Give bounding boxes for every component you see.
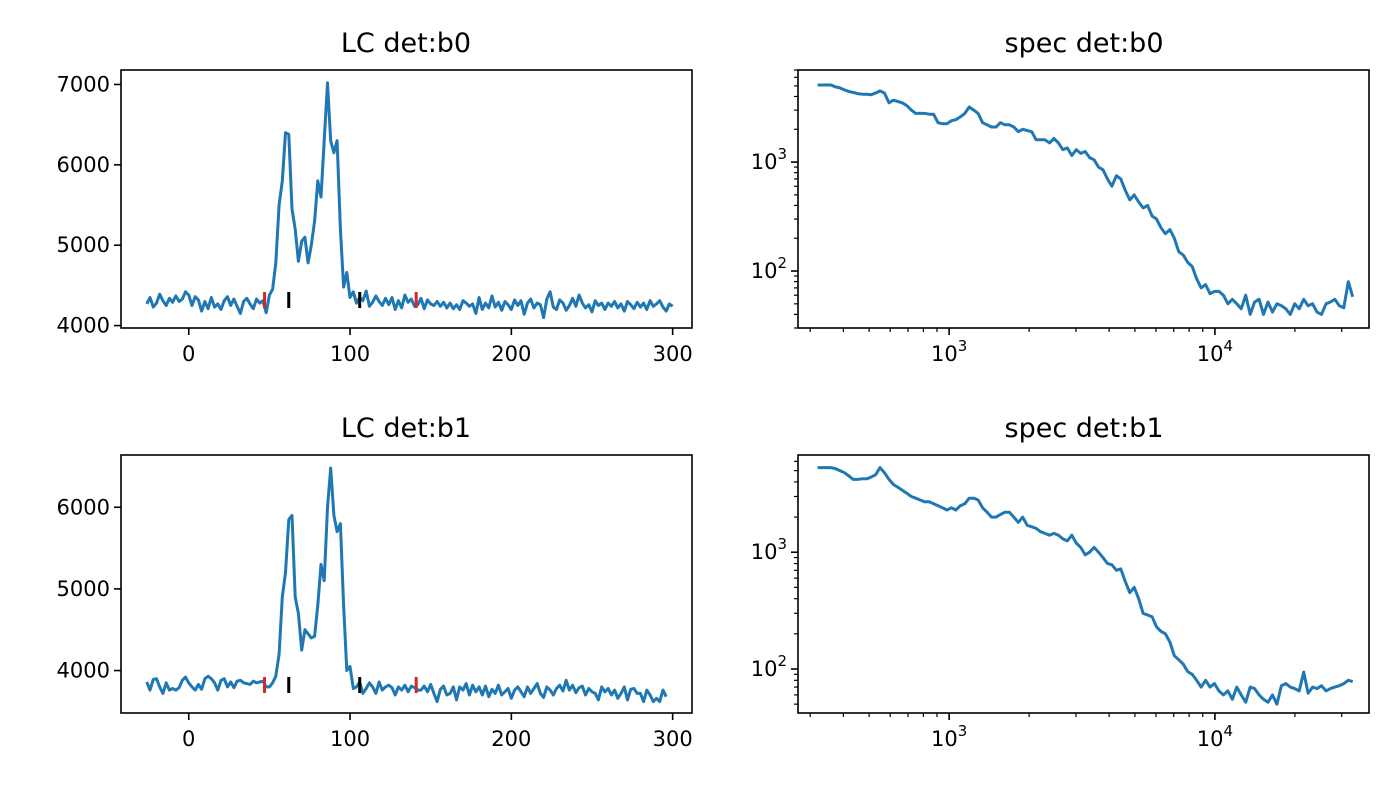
y-tick-label: 6000 — [57, 153, 110, 177]
y-tick-label: 102 — [751, 254, 787, 283]
x-tick-label: 103 — [931, 337, 967, 366]
y-tick-label: 103 — [751, 535, 787, 564]
x-tick-label: 103 — [931, 722, 967, 751]
y-tick-label: 6000 — [57, 495, 110, 519]
series-line — [145, 466, 668, 704]
x-tick-label: 104 — [1197, 722, 1233, 751]
series-line — [145, 81, 674, 320]
panel-title: spec det:b1 — [1005, 413, 1164, 444]
panel-spec-b1: spec det:b1 103 104 102 103 — [751, 413, 1370, 751]
x-tick-label: 100 — [330, 727, 370, 751]
y-tick-label: 7000 — [57, 72, 110, 96]
y-tick-label: 103 — [751, 145, 787, 174]
y-tick-label: 4000 — [57, 314, 110, 338]
axes-frame — [797, 454, 1370, 714]
x-tick-label: 0 — [182, 727, 195, 751]
x-tick-label: 300 — [653, 727, 693, 751]
x-tick-label: 100 — [330, 342, 370, 366]
x-tick-label: 0 — [182, 342, 195, 366]
panel-spec-b0: spec det:b0 103 104 102 103 — [751, 28, 1370, 366]
axes-frame — [120, 454, 693, 714]
x-tick-label: 104 — [1197, 337, 1233, 366]
x-tick-label: 200 — [491, 342, 531, 366]
x-tick-label: 200 — [491, 727, 531, 751]
panel-title: LC det:b0 — [341, 28, 471, 59]
panel-lc-b1: LC det:b1 0 100 200 300 4000 5000 6000 — [57, 413, 693, 751]
y-tick-label: 5000 — [57, 577, 110, 601]
y-tick-label: 5000 — [57, 233, 110, 257]
series-line — [817, 83, 1355, 316]
series-line — [817, 466, 1354, 706]
y-tick-label: 102 — [751, 652, 787, 681]
x-tick-label: 300 — [653, 342, 693, 366]
panel-lc-b0: LC det:b0 0 100 200 300 4000 5000 6000 7000 — [57, 28, 693, 366]
y-tick-label: 4000 — [57, 659, 110, 683]
axes-frame — [797, 69, 1370, 329]
panel-title: spec det:b0 — [1005, 28, 1164, 59]
axes-frame — [120, 69, 693, 329]
panel-title: LC det:b1 — [341, 413, 471, 444]
